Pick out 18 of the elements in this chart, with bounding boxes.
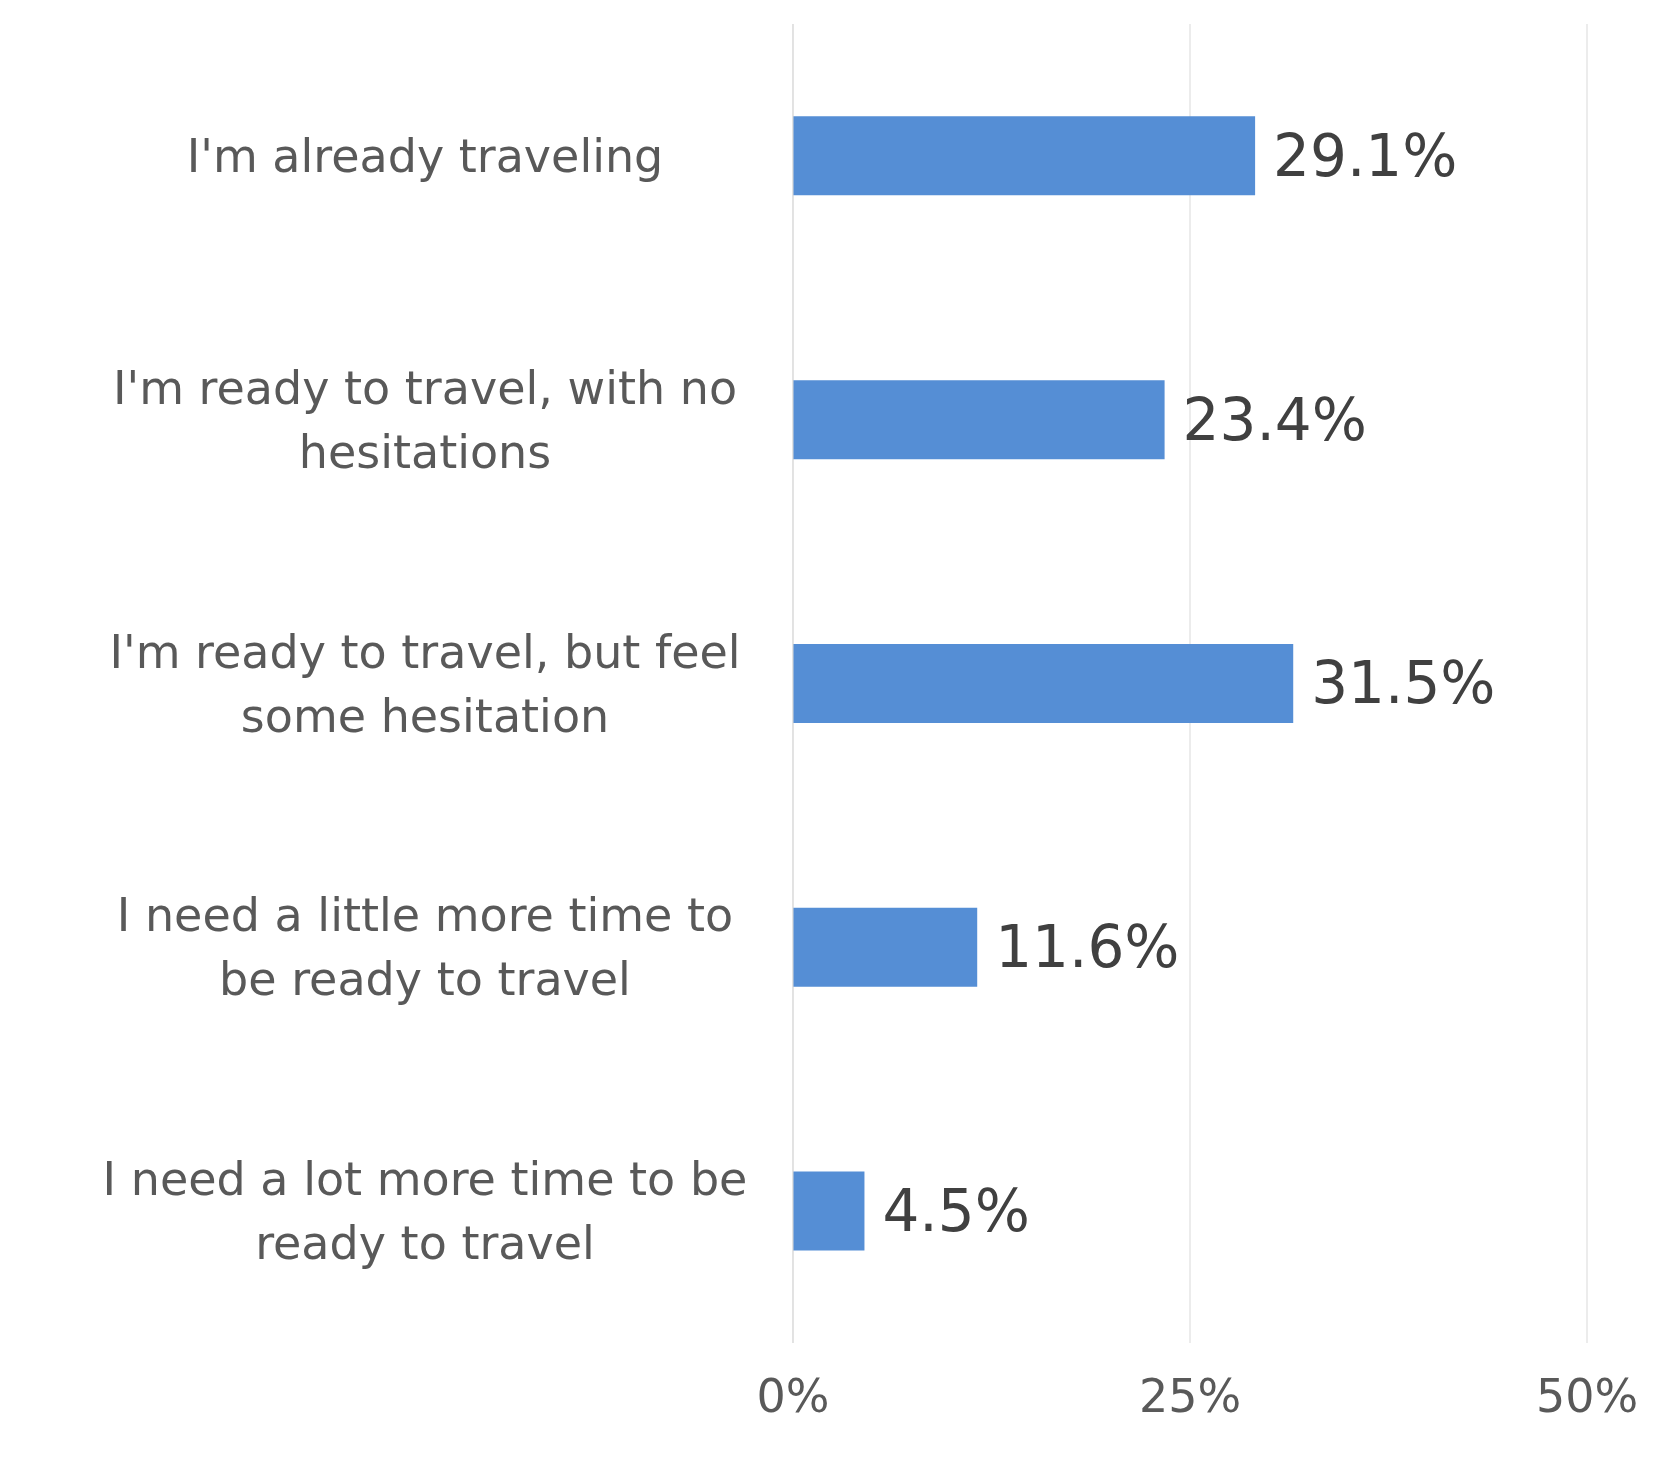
y-tick-label: I'm already traveling: [186, 128, 664, 183]
data-label: 31.5%: [1311, 649, 1496, 718]
y-tick-label: I need a lot more time to be ready to travel: [102, 1152, 748, 1271]
y-tick-label: I'm ready to travel, with no hesitations: [112, 360, 738, 479]
x-tick-label: 0%: [756, 1368, 830, 1423]
y-tick-label: I need a little more time to be ready to travel: [116, 888, 734, 1007]
bar: [793, 116, 1256, 196]
x-tick-label: 25%: [1138, 1368, 1242, 1423]
data-label: 29.1%: [1273, 121, 1458, 190]
data-label: 4.5%: [882, 1177, 1030, 1246]
bar: [793, 380, 1165, 460]
bar: [793, 1171, 865, 1251]
data-label: 11.6%: [995, 913, 1180, 982]
bar: [793, 643, 1294, 723]
bar: [793, 907, 978, 987]
y-tick-label: I'm ready to travel, but feel some hesitation: [109, 624, 741, 743]
data-label: 23.4%: [1182, 385, 1367, 454]
x-tick-label: 50%: [1535, 1368, 1639, 1423]
